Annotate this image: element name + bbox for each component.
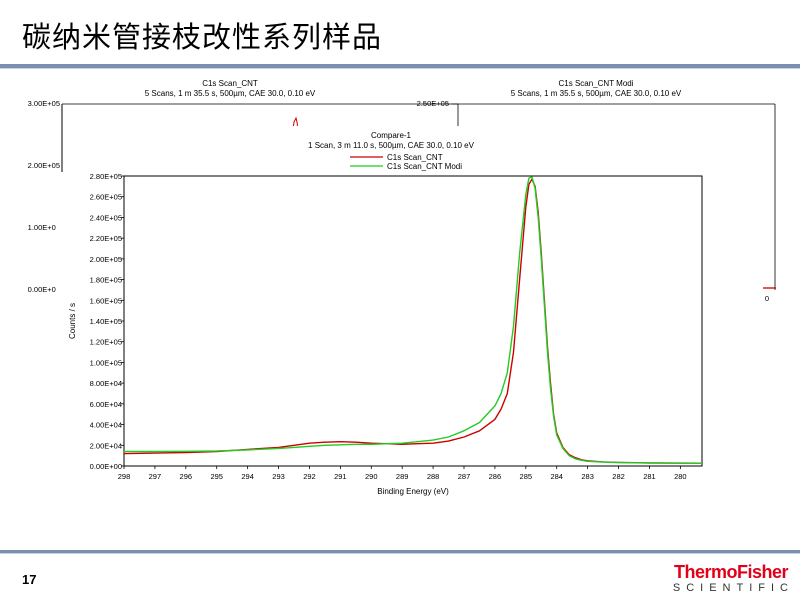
logo-subtext: SCIENTIFIC — [672, 582, 794, 594]
y-tick-label: 2.60E+05 — [90, 193, 122, 202]
chart1-subtitle: 5 Scans, 1 m 35.5 s, 500µm, CAE 30.0, 0.… — [145, 89, 316, 98]
y-tick-label: 2.80E+05 — [90, 172, 122, 181]
x-tick-label: 284 — [550, 472, 563, 481]
x-tick-label: 281 — [643, 472, 656, 481]
slide-title: 碳纳米管接枝改性系列样品 — [22, 20, 383, 54]
x-tick-label: 297 — [149, 472, 162, 481]
chart1-peak-fragment — [292, 116, 299, 131]
x-tick-label: 294 — [241, 472, 254, 481]
y-tick-label: 4.00E+04 — [90, 421, 122, 430]
y-axis-ticks: 0.00E+00 2.00E+04 4.00E+04 6.00E+04 8.00E+04… — [90, 172, 124, 471]
compare-panel-bg — [56, 172, 706, 502]
x-tick-label: 283 — [581, 472, 594, 481]
x-tick-label: 298 — [118, 472, 131, 481]
legend-label-cnt-modi: C1s Scan_CNT Modi — [387, 162, 462, 171]
y-tick-label: 2.40E+05 — [90, 213, 122, 222]
x-tick-label: 289 — [396, 472, 409, 481]
y-tick-label: 0.00E+00 — [90, 462, 122, 471]
chart2-xtick: 0 — [765, 294, 769, 303]
y-tick-label: 1.60E+05 — [90, 296, 122, 305]
chart1-ytick: 2.00E+05 — [28, 161, 60, 170]
x-tick-label: 282 — [612, 472, 625, 481]
x-axis-label: Binding Energy (eV) — [377, 487, 449, 496]
x-tick-label: 287 — [458, 472, 471, 481]
compare-chart: Compare-1 1 Scan, 3 m 11.0 s, 500µm, CAE… — [68, 131, 703, 496]
page-number: 17 — [22, 572, 37, 587]
x-axis-ticks: 298 297 296 295 294 293 292 291 290 289 288 287 286 2… — [118, 466, 687, 481]
background-chart-cnt-modi: C1s Scan_CNT Modi 5 Scans, 1 m 35.5 s, 5… — [417, 79, 776, 303]
chart1-ytick: 1.00E+05 — [28, 223, 60, 232]
thermofisher-logo: ThermoFisher SCIENTIFIC — [673, 562, 789, 594]
y-tick-label: 1.80E+05 — [90, 276, 122, 285]
series-lines — [123, 176, 703, 464]
x-tick-label: 288 — [427, 472, 440, 481]
x-tick-label: 296 — [180, 472, 193, 481]
x-tick-label: 280 — [674, 472, 687, 481]
legend-label-cnt: C1s Scan_CNT — [387, 153, 443, 162]
x-tick-label: 291 — [334, 472, 347, 481]
chart2-title: C1s Scan_CNT Modi — [559, 79, 634, 88]
x-tick-label: 295 — [210, 472, 223, 481]
x-tick-label: 285 — [520, 472, 533, 481]
title-divider — [0, 64, 800, 68]
x-tick-label: 286 — [489, 472, 502, 481]
y-tick-label: 8.00E+04 — [90, 379, 122, 388]
chart2-subtitle: 5 Scans, 1 m 35.5 s, 500µm, CAE 30.0, 0.… — [511, 89, 682, 98]
chart2-ytick: 2.50E+05 — [417, 99, 449, 108]
footer-divider-thin — [0, 553, 800, 554]
title-divider-thin — [0, 68, 800, 69]
chart1-ytick: 0.00E+00 — [28, 285, 60, 294]
y-axis-label: Counts / s — [68, 303, 77, 339]
series-line-cnt — [123, 178, 703, 464]
y-tick-label: 2.00E+05 — [90, 255, 122, 264]
y-tick-label: 1.20E+05 — [90, 338, 122, 347]
y-tick-label: 2.20E+05 — [90, 234, 122, 243]
x-tick-label: 293 — [272, 472, 285, 481]
x-tick-label: 292 — [303, 472, 316, 481]
logo-wordmark: ThermoFisher — [673, 562, 789, 582]
footer-divider — [0, 550, 800, 553]
compare-subtitle: 1 Scan, 3 m 11.0 s, 500µm, CAE 30.0, 0.1… — [308, 141, 475, 150]
series-line-cnt-modi — [124, 176, 703, 464]
y-tick-label: 2.00E+04 — [90, 441, 122, 450]
compare-title: Compare-1 — [371, 131, 412, 140]
y-tick-label: 6.00E+04 — [90, 400, 122, 409]
y-tick-label: 1.00E+05 — [90, 358, 122, 367]
chart1-ytick: 3.00E+05 — [28, 99, 60, 108]
chart1-title: C1s Scan_CNT — [202, 79, 258, 88]
y-tick-label: 1.40E+05 — [90, 317, 122, 326]
x-tick-label: 290 — [365, 472, 378, 481]
